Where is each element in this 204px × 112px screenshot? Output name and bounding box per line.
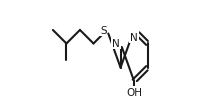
Text: OH: OH [126, 87, 142, 97]
Text: N: N [130, 33, 138, 43]
Text: S: S [100, 26, 106, 36]
Text: N: N [112, 39, 120, 49]
